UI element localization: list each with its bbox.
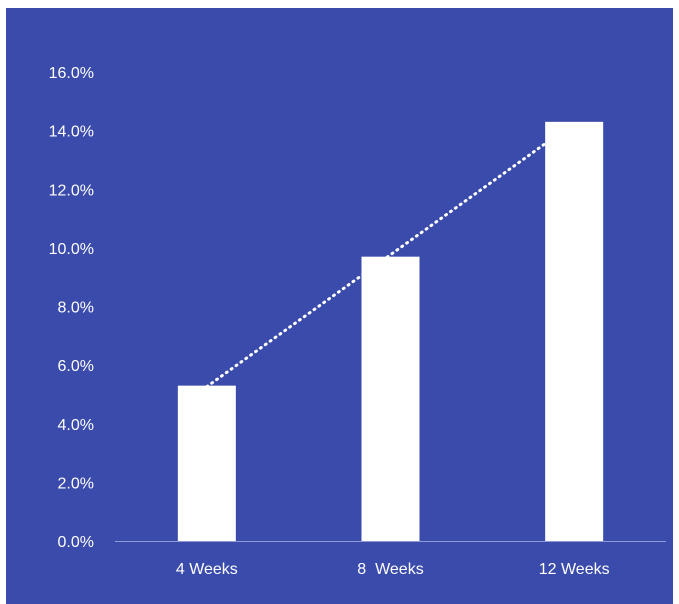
y-tick-label: 0.0%: [58, 534, 94, 551]
bar: [177, 385, 236, 541]
x-axis-ticks: 4 Weeks 8 Weeks 12 Weeks: [176, 561, 610, 578]
bar: [361, 256, 420, 541]
y-tick-label: 6.0%: [58, 358, 94, 375]
y-tick-label: 2.0%: [58, 475, 94, 492]
y-tick-label: 16.0%: [49, 65, 94, 82]
bar: [545, 121, 604, 542]
bars: [177, 121, 604, 542]
x-tick-label: 8 Weeks: [357, 561, 423, 578]
x-tick-label: 12 Weeks: [539, 561, 610, 578]
x-tick-label: 4 Weeks: [176, 561, 238, 578]
y-tick-label: 4.0%: [58, 417, 94, 434]
y-tick-label: 8.0%: [58, 300, 94, 317]
y-tick-label: 12.0%: [49, 182, 94, 199]
y-tick-label: 14.0%: [49, 124, 94, 141]
trendline: [205, 121, 576, 389]
y-axis-ticks: 0.0% 2.0% 4.0% 6.0% 8.0% 10.0% 12.0% 14.0% 16.0%: [49, 65, 94, 551]
y-tick-label: 10.0%: [49, 241, 94, 258]
